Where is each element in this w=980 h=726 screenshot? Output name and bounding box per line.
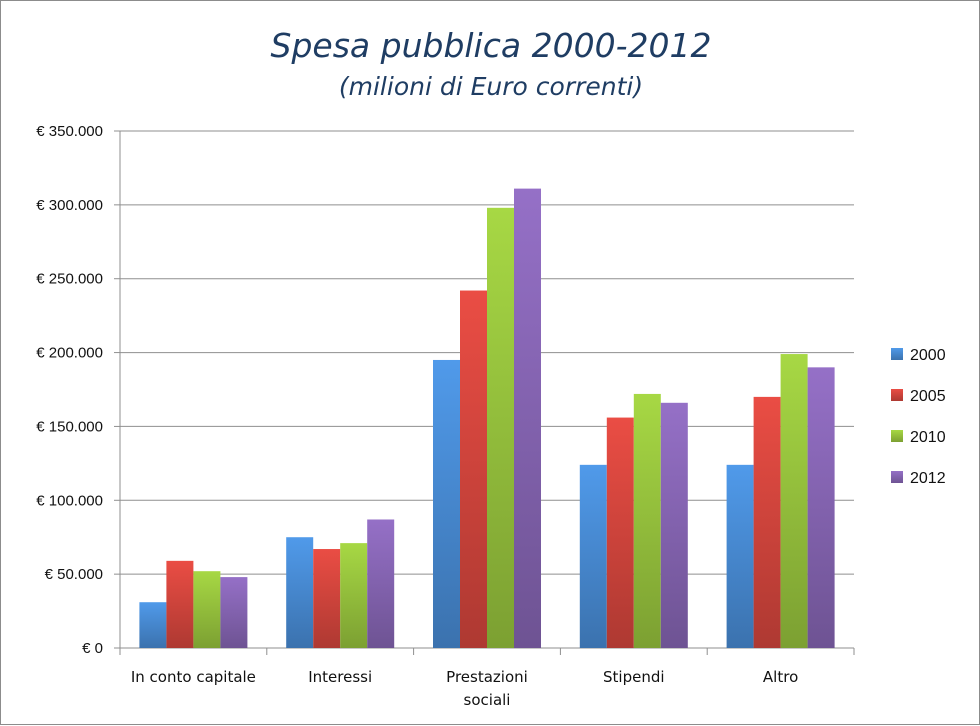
bar-2005 (313, 549, 341, 648)
bars (139, 188, 835, 648)
legend-label: 2005 (910, 388, 946, 405)
bar-2005 (460, 290, 487, 648)
bar-2012 (220, 577, 248, 648)
bar-2010 (193, 571, 221, 648)
category-label: Interessi (308, 668, 372, 686)
bar-2012 (514, 188, 541, 648)
bar-2012 (367, 519, 395, 648)
bar-2010 (340, 543, 368, 648)
y-tick-label: € 200.000 (36, 345, 103, 362)
bar-2000 (433, 359, 460, 648)
y-tick-label: € 150.000 (36, 418, 103, 435)
y-tick-label: € 300.000 (36, 197, 103, 214)
category-label: Stipendi (603, 668, 665, 686)
y-tick-label: € 50.000 (45, 566, 103, 583)
legend-label: 2010 (910, 429, 946, 446)
bar-2000 (726, 464, 754, 648)
legend-label: 2012 (910, 470, 946, 487)
bar-2005 (753, 396, 781, 648)
bar-2010 (780, 354, 808, 648)
legend-label: 2000 (910, 347, 946, 364)
bar-2010 (633, 393, 661, 648)
chart-subtitle: (milioni di Euro correnti) (339, 72, 643, 101)
chart-title: Spesa pubblica 2000-2012 (271, 26, 712, 65)
bar-2000 (579, 464, 607, 648)
x-axis-categories: In conto capitale Interessi Prestazioni soc… (131, 668, 798, 709)
y-axis-ticks: € 0 € 50.000 € 100.000 € 150.000 € 200.000 € … (36, 123, 103, 657)
bar-2012 (807, 367, 835, 648)
y-tick-label: € 250.000 (36, 271, 103, 288)
bar-2005 (166, 560, 194, 648)
legend-swatch (891, 389, 903, 401)
bar-2012 (660, 402, 688, 648)
legend-swatch (891, 471, 903, 483)
legend: 2000 2005 2010 2012 (891, 347, 946, 487)
bar-2000 (286, 537, 314, 648)
category-label: Prestazioni (446, 668, 528, 686)
category-label: In conto capitale (131, 668, 256, 686)
legend-swatch (891, 348, 903, 360)
legend-swatch (891, 430, 903, 442)
bar-2000 (139, 602, 167, 648)
y-tick-label: € 350.000 (36, 123, 103, 140)
category-label: Altro (763, 668, 798, 686)
y-tick-label: € 0 (82, 640, 103, 657)
y-tick-label: € 100.000 (36, 492, 103, 509)
category-label: sociali (464, 691, 511, 709)
bar-2010 (487, 207, 514, 648)
bar-2005 (606, 417, 634, 648)
